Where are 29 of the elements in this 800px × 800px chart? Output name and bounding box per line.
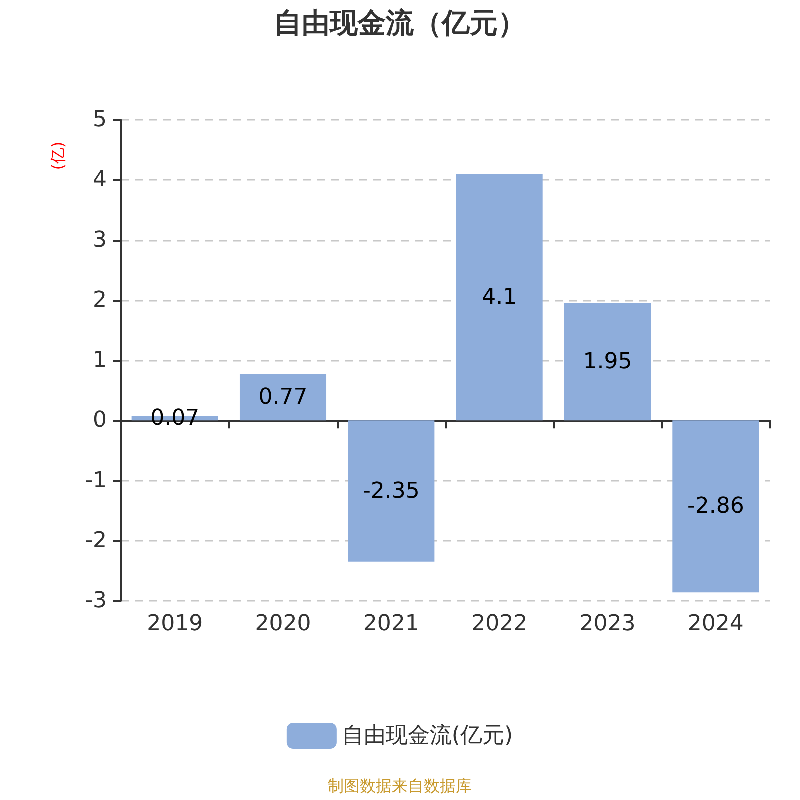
bar xyxy=(348,420,435,562)
y-tick-label: 4 xyxy=(93,168,107,193)
x-tick-label: 2020 xyxy=(255,612,312,636)
y-tick-label: 0 xyxy=(93,408,107,434)
y-tick-label: -1 xyxy=(85,468,107,494)
data-label: -2.35 xyxy=(362,478,420,504)
x-tick-label: 2019 xyxy=(147,612,204,636)
chart-title: 自由现金流（亿元） xyxy=(274,6,526,40)
x-tick-label: 2021 xyxy=(363,612,420,636)
y-tick-label: 3 xyxy=(93,228,107,253)
x-tick-label: 2022 xyxy=(472,612,528,636)
x-tick-label: 2024 xyxy=(688,612,744,636)
x-tick-label: 2023 xyxy=(580,612,636,636)
data-label: 1.95 xyxy=(583,350,632,375)
y-tick-label: 1 xyxy=(93,348,107,373)
y-axis-title: (亿) xyxy=(48,142,68,170)
bar xyxy=(240,374,327,421)
y-tick-label: 2 xyxy=(93,288,107,313)
y-tick-label: 5 xyxy=(93,108,107,132)
data-label: -2.86 xyxy=(687,494,744,520)
text: 制图数据来自数据库 xyxy=(328,776,472,796)
data-label: 0.77 xyxy=(258,384,308,410)
y-tick-label: -2 xyxy=(85,528,107,554)
data-label: 4.1 xyxy=(482,284,518,310)
y-tick-label: -3 xyxy=(85,588,107,614)
bar xyxy=(672,420,760,593)
bar xyxy=(456,174,543,421)
bar xyxy=(564,303,652,421)
legend-label: 自由现金流(亿元) xyxy=(342,724,514,748)
